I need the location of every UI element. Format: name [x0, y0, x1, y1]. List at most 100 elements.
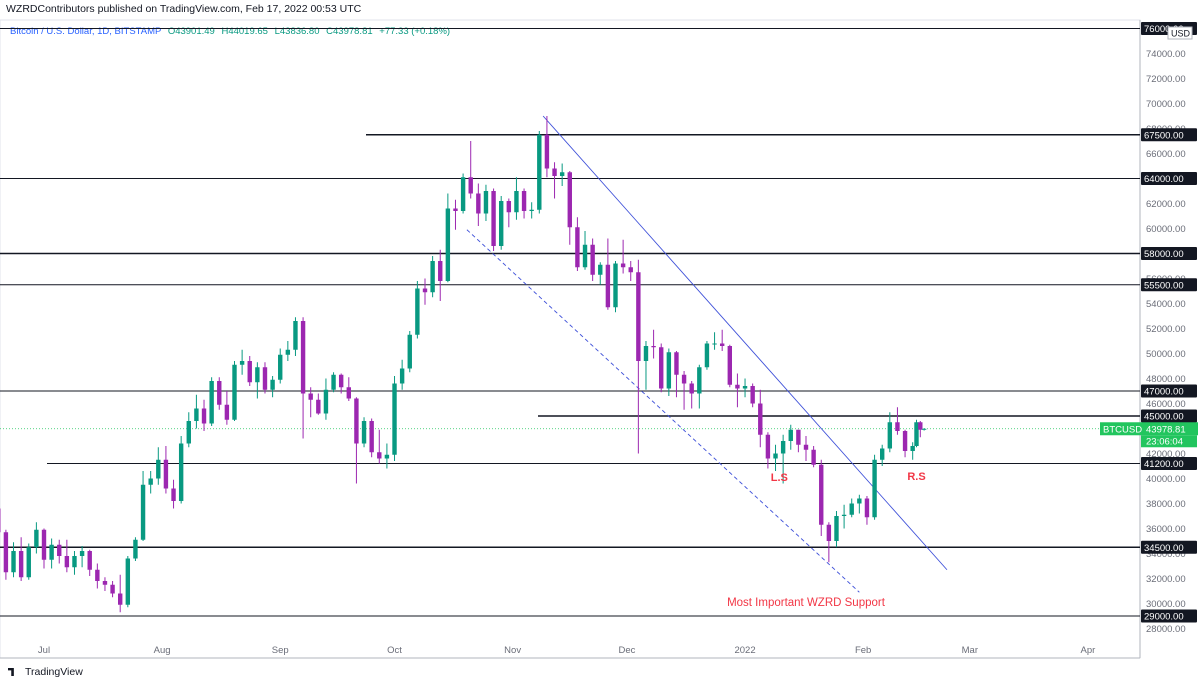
candle-body — [125, 558, 131, 605]
candle-body — [118, 593, 123, 605]
candle-body — [727, 346, 732, 385]
candle-body — [613, 263, 618, 308]
candle-body — [209, 381, 214, 424]
candle-body — [826, 524, 832, 541]
x-tick-label: 2022 — [734, 645, 755, 656]
candle-body — [399, 368, 405, 384]
candle-body — [110, 584, 115, 594]
candle-body — [880, 448, 885, 460]
price-level-label: 47000.00 — [1144, 387, 1184, 398]
candle-body — [232, 364, 237, 420]
price-level-badge — [1141, 172, 1197, 185]
candle-body — [857, 498, 862, 504]
current-symbol-label: BTCUSD — [1103, 424, 1142, 435]
currency-box[interactable] — [1167, 26, 1193, 40]
candle-body — [483, 191, 489, 214]
candle-body — [18, 551, 24, 578]
price-level-badge — [1141, 540, 1197, 554]
candle-body — [278, 354, 283, 380]
legend-low: L43836.80 — [274, 26, 320, 37]
footer-brand: TradingView — [25, 666, 83, 678]
legend-open: O43901.49 — [167, 26, 215, 37]
candle-body — [323, 389, 329, 414]
y-tick-label: 72000.00 — [1146, 74, 1186, 85]
x-tick-label: Dec — [618, 645, 635, 656]
candle-body — [133, 539, 138, 559]
candle-body — [689, 383, 694, 394]
candle-body — [537, 134, 542, 210]
candle-body — [453, 208, 458, 211]
candle-body — [750, 386, 755, 404]
candle-body — [895, 422, 900, 431]
candle-body — [902, 431, 908, 451]
candle-body — [910, 446, 915, 451]
candle-body — [704, 343, 710, 368]
y-tick-label: 62000.00 — [1146, 199, 1186, 210]
candle-body — [887, 422, 893, 449]
price-level-label: 45000.00 — [1144, 412, 1184, 423]
y-tick-label: 40000.00 — [1146, 474, 1186, 485]
candle-body — [392, 383, 397, 455]
x-tick-label: Jul — [38, 645, 50, 656]
candle-body — [49, 544, 54, 560]
y-tick-label: 34000.00 — [1146, 549, 1186, 560]
candle-body — [765, 434, 771, 459]
candle-body — [95, 569, 100, 581]
price-level-badge — [1141, 409, 1197, 423]
candle-body — [156, 459, 161, 479]
x-tick-label: Oct — [387, 645, 402, 656]
symbol-name[interactable]: Bitcoin / U.S. Dollar, 1D, BITSTAMP — [10, 26, 162, 37]
price-level-badge — [1141, 278, 1197, 292]
candle-body — [438, 261, 443, 281]
y-tick-label: 66000.00 — [1146, 149, 1186, 160]
candle-body — [788, 429, 793, 441]
candle-body — [681, 374, 687, 384]
candle-body — [293, 321, 298, 350]
y-tick-label: 38000.00 — [1146, 499, 1186, 510]
x-tick-label: Apr — [1081, 645, 1096, 656]
candle-body — [64, 556, 70, 568]
y-tick-label: 36000.00 — [1146, 524, 1186, 535]
price-level-badge — [1141, 609, 1197, 623]
descending-trendline[interactable] — [542, 115, 948, 571]
y-tick-label: 42000.00 — [1146, 449, 1186, 460]
legend-high: H44019.65 — [221, 26, 268, 37]
candle-body — [331, 374, 336, 390]
current-price-badge — [1100, 422, 1198, 436]
price-level-label: 58000.00 — [1144, 249, 1184, 260]
tradingview-logo-icon — [8, 668, 14, 676]
candle-body — [316, 399, 321, 414]
candle-body — [849, 503, 854, 515]
y-tick-label: 32000.00 — [1146, 574, 1186, 585]
candle-body — [354, 398, 359, 444]
candle-body — [430, 261, 435, 293]
candle-body — [643, 346, 649, 361]
candle-body — [735, 384, 740, 389]
dashed-trendline[interactable] — [466, 229, 860, 593]
candle-body — [506, 201, 512, 213]
candle-body — [872, 459, 877, 518]
legend-close: C43978.81 — [326, 26, 373, 37]
y-tick-label: 50000.00 — [1146, 349, 1186, 360]
countdown-badge — [1141, 435, 1197, 448]
candle-body — [834, 516, 839, 541]
chart-annotation: Most Important WZRD Support — [727, 597, 886, 609]
y-tick-label: 30000.00 — [1146, 599, 1186, 610]
y-tick-label: 70000.00 — [1146, 99, 1186, 110]
chart-annotation: R.S — [907, 471, 925, 483]
candle-body — [567, 172, 572, 228]
countdown-label: 23:06:04 — [1146, 436, 1183, 447]
candle-body — [217, 381, 222, 405]
candle-body — [651, 346, 656, 348]
price-level-badge — [1141, 384, 1197, 398]
candle-body — [262, 367, 268, 390]
candle-body — [620, 263, 626, 268]
candle-body — [636, 272, 641, 361]
candle-body — [239, 361, 245, 365]
price-level-label: 55500.00 — [1144, 280, 1184, 291]
candle-body — [57, 544, 62, 556]
candle-body — [300, 321, 306, 394]
price-level-badge — [1141, 247, 1197, 260]
candle-body — [247, 361, 252, 383]
